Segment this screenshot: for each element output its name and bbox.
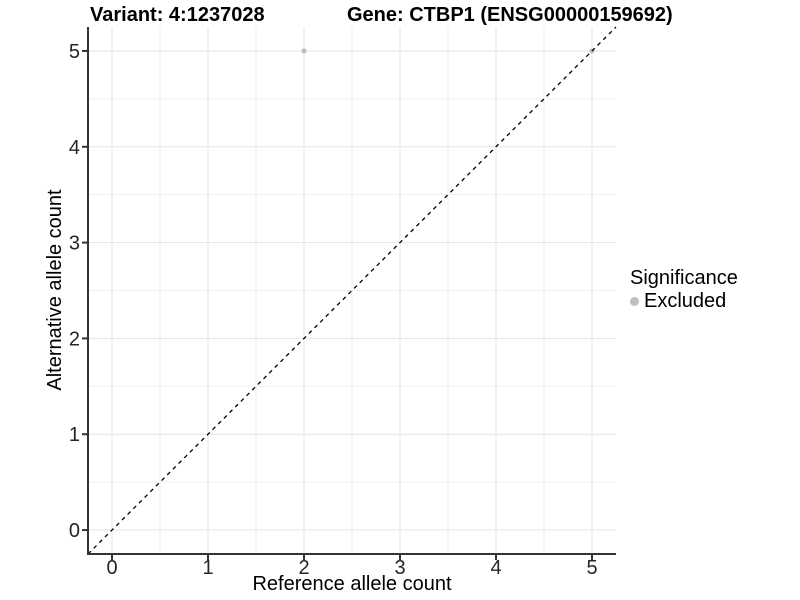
x-tick-label: 2 [298,557,309,579]
y-axis-title: Alternative allele count [44,189,66,391]
x-tick-label: 1 [202,557,213,579]
legend-title: Significance [630,267,738,289]
y-tick-label: 5 [69,41,80,63]
x-axis-title: Reference allele count [252,573,452,595]
legend-label: Excluded [644,290,727,312]
legend-item-excluded: Excluded [630,290,738,313]
variant-title: Variant: 4:1237028 [90,4,265,26]
y-tick-label: 1 [69,424,80,446]
data-point [301,48,307,54]
y-tick-label: 4 [69,137,80,159]
x-tick-label: 5 [586,557,597,579]
y-tick-label: 0 [69,520,80,542]
gene-title: Gene: CTBP1 (ENSG00000159692) [347,4,673,26]
y-tick-label: 2 [69,328,80,350]
x-tick-label: 0 [106,557,117,579]
y-tick-label: 3 [69,233,80,255]
legend: Significance Excluded [630,267,738,313]
x-tick-label: 4 [490,557,501,579]
x-tick-label: 3 [394,557,405,579]
axis-lines [87,27,616,555]
legend-point-icon [630,297,639,306]
